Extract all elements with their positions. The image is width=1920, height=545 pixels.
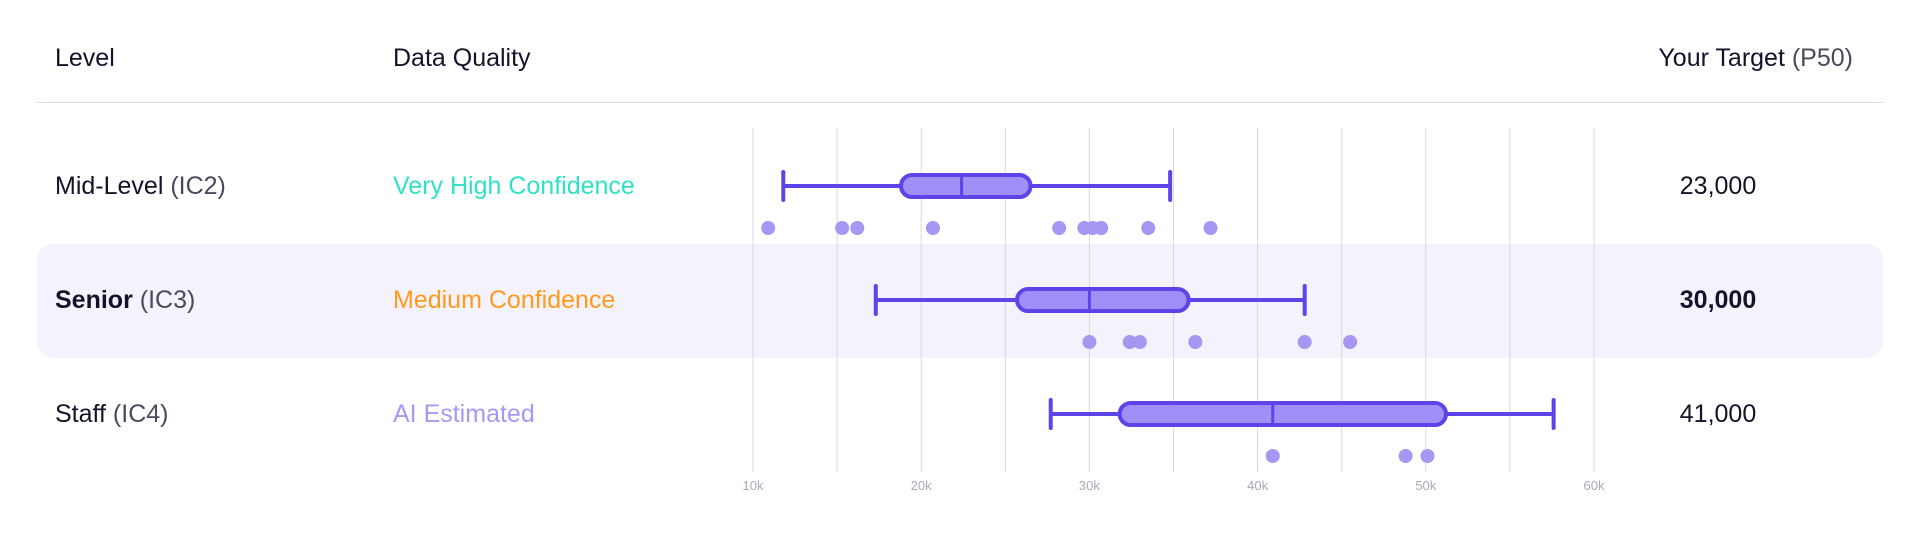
level-name: Mid-Level [55,172,164,200]
x-tick-label: 20k [911,478,932,493]
x-tick-label: 60k [1584,478,1605,493]
row-level-ic2: Mid-Level (IC2) [55,172,226,201]
target-header-percentile: (P50) [1791,44,1853,72]
iqr-box [899,173,1033,199]
level-name: Senior [55,286,133,314]
data-point [1343,335,1358,349]
row-level-ic3: Senior (IC3) [55,286,195,315]
data-point [925,221,940,235]
data-point [850,221,865,235]
row-level-ic4: Staff (IC4) [55,400,168,429]
x-tick-label: 10k [743,478,764,493]
data-point [1094,221,1109,235]
data-point [835,221,850,235]
level-column-header: Level [55,44,115,72]
data-point [1203,221,1218,235]
data-point [1188,335,1203,349]
level-code: (IC2) [170,172,226,200]
data-point [1398,449,1413,463]
level-name: Staff [55,400,106,428]
level-code: (IC3) [139,286,196,314]
x-tick-label: 30k [1079,478,1100,493]
data-point [1265,449,1280,463]
data-point [1052,221,1067,235]
row-target-ic2: 23,000 [1679,172,1757,200]
data-quality-column-header: Data Quality [393,44,531,72]
target-column-header: Your Target (P50) [1658,44,1853,73]
level-code: (IC4) [112,400,169,428]
row-quality-ic3: Medium Confidence [393,286,616,314]
data-point [1132,335,1147,349]
table-header: Level Data Quality Your Target (P50) [37,0,1883,103]
iqr-box [1117,401,1448,427]
x-tick-label: 40k [1247,478,1268,493]
data-point [1141,221,1156,235]
row-target-ic4: 41,000 [1679,400,1757,428]
target-header-label: Your Target [1658,44,1785,72]
x-tick-label: 50k [1415,478,1436,493]
data-point [1122,335,1137,349]
row-quality-ic2: Very High Confidence [393,172,635,200]
data-point [1082,335,1097,349]
data-point [1420,449,1435,463]
row-quality-ic4: AI Estimated [393,400,535,428]
data-point [761,221,776,235]
data-point [1297,335,1312,349]
row-target-ic3: 30,000 [1679,286,1757,314]
iqr-box [1015,287,1191,313]
